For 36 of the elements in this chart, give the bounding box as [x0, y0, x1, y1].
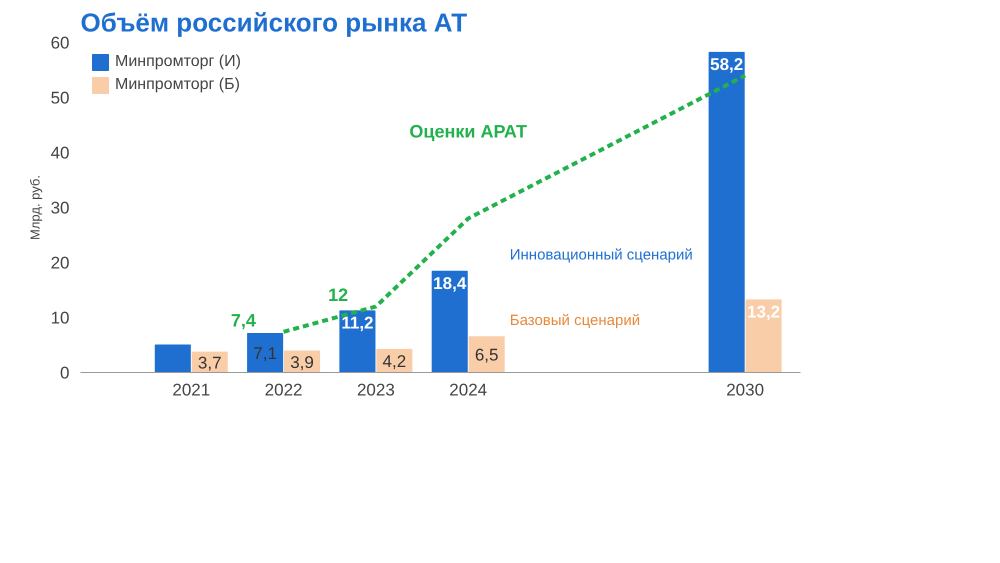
x-tick-label: 2022: [264, 380, 302, 400]
bar: [746, 299, 782, 372]
bar: [432, 270, 468, 372]
bar: [154, 344, 191, 372]
x-tick-label: 2030: [726, 380, 764, 400]
line-series: [282, 74, 748, 334]
data-label: 6,5: [474, 346, 498, 365]
y-tick-label: 60: [50, 34, 70, 52]
data-label: 58,2: [710, 54, 744, 74]
annotation: Инновационный сценарий: [510, 246, 693, 264]
y-axis-title: Млрд. руб.: [28, 175, 43, 240]
bar: [247, 332, 284, 372]
y-tick-label: 10: [50, 308, 70, 328]
data-label: 18,4: [433, 274, 467, 293]
data-label: 4,2: [382, 352, 406, 371]
data-label: 7,1: [253, 344, 277, 363]
data-label: 13,2: [747, 302, 780, 322]
data-label: 7,4: [230, 310, 256, 330]
data-label: 11,2: [341, 313, 374, 332]
x-tick-label: 2024: [449, 380, 488, 400]
data-label: 3,9: [290, 352, 314, 372]
data-label: 12: [328, 285, 348, 305]
y-tick-label: 40: [50, 144, 70, 162]
y-tick-label: 0: [60, 364, 70, 382]
bar: [708, 52, 745, 372]
legend-label: Минпромторг (Б): [115, 76, 240, 94]
y-tick-label: 50: [50, 88, 70, 108]
annotation: Базовый сценарий: [510, 312, 640, 329]
chart-title: Объём российского рынка АТ: [80, 8, 468, 38]
y-tick-label: 30: [50, 198, 70, 218]
legend-label: Минпромторг (И): [115, 53, 241, 71]
text: Оценки АРАТ: [409, 122, 527, 142]
x-tick-label: 2023: [356, 380, 395, 400]
x-tick-label: 2021: [172, 380, 210, 400]
data-label: 3,7: [198, 353, 222, 372]
y-tick-label: 20: [50, 254, 70, 272]
